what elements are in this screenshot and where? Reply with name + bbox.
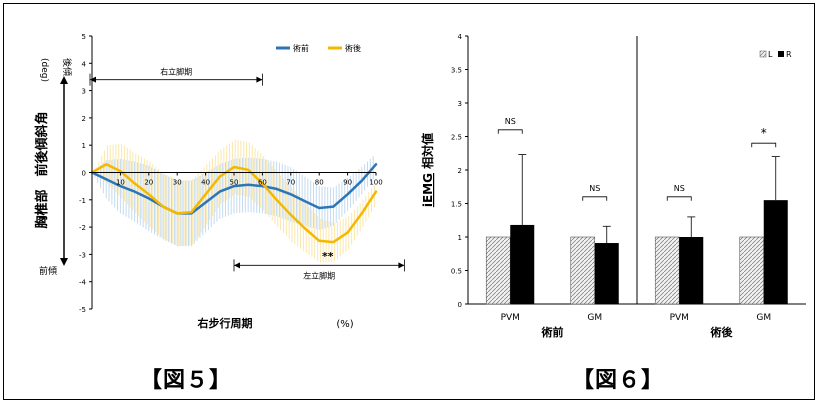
f6-category-label: PVM — [501, 313, 520, 323]
f6-significance-bracket — [497, 129, 523, 134]
f5-right-stance-head-start — [90, 76, 96, 83]
f5-series-line-pre — [90, 163, 378, 215]
f6-significance-label: * — [761, 126, 767, 140]
f6-bar-L — [570, 236, 596, 305]
f5-legend-label: 術後 — [345, 43, 361, 53]
f6-bar-R — [679, 237, 704, 304]
figure6-caption: 【図６】 — [572, 368, 665, 393]
f6-significance-label: NS — [589, 184, 600, 193]
f5-y-tick-label: 0 — [82, 170, 86, 178]
f6-y-tick-label: 3.5 — [451, 67, 462, 75]
f5-y-tick-label: 1 — [82, 142, 86, 150]
f6-significance-label: NS — [674, 184, 685, 193]
f5-bottom-label: 前傾 — [39, 265, 57, 277]
f5-direction-arrow-down — [60, 258, 68, 266]
f6-group-label: 術前 — [541, 325, 564, 339]
f6-significance-bracket — [751, 142, 777, 148]
f5-x-tick-label: 30 — [173, 179, 182, 187]
f5-y-tick-label: 5 — [82, 33, 86, 41]
f6-y-label: iEMG 相対値 — [420, 133, 435, 207]
f6-group-label: 術後 — [710, 325, 734, 339]
f6-bar-R — [594, 243, 619, 304]
f6-legend-label-L: L — [768, 50, 773, 59]
f5-direction-arrow-up — [60, 76, 68, 84]
f5-series-line-post — [90, 163, 378, 244]
f5-left-stance-label: 左立脚期 — [303, 270, 335, 280]
figure5-chart: -5 -4 -3 -2 -1 0 1 2 3 4 5 10 20 30 40 50 60 70 80 90 100 右立… — [34, 33, 405, 330]
f5-x-tick-label: 50 — [230, 179, 239, 187]
f5-left-stance-head-end — [398, 262, 405, 269]
f6-legend-swatch-R — [778, 51, 784, 57]
f6-bar-R — [763, 200, 788, 304]
f6-category-label: PVM — [670, 313, 689, 323]
f6-significance-bracket — [666, 196, 692, 201]
f6-y-tick-label: 0 — [458, 301, 462, 309]
f6-y-tick-label: 4 — [458, 33, 463, 41]
f5-right-stance-head-end — [256, 76, 263, 83]
f6-legend-swatch-L — [759, 50, 767, 58]
f6-category-label: GM — [756, 313, 771, 323]
f6-significance-label: NS — [505, 117, 516, 126]
f6-y-tick-label: 3 — [458, 100, 462, 108]
figure-frame — [3, 3, 815, 400]
f6-bar-L — [654, 236, 680, 305]
f5-y-tick-label: 2 — [82, 115, 86, 123]
f6-y-tick-label: 2 — [458, 167, 462, 175]
f5-y-tick-label: 3 — [82, 88, 86, 96]
f5-x-tick-label: 80 — [315, 179, 324, 187]
f5-x-tick-label: 20 — [144, 179, 153, 187]
f5-x-tick-label: 100 — [369, 179, 382, 187]
f6-significance-bracket — [582, 196, 608, 201]
figure5-caption: 【図５】 — [140, 368, 233, 393]
f6-y-tick-label: 2.5 — [451, 134, 462, 142]
f5-y-label: 胸椎部 前後傾斜角 — [34, 111, 50, 228]
f6-bar-R — [510, 224, 535, 304]
f5-left-stance-head-start — [234, 262, 240, 269]
f5-x-tick-label: 40 — [201, 179, 210, 187]
f5-x-tick-label: 70 — [286, 179, 295, 187]
f5-x-unit: (%) — [336, 319, 353, 330]
f5-y-tick-label: -5 — [79, 306, 86, 314]
f6-category-label: GM — [587, 313, 602, 323]
f6-y-label-prefix: iEMG — [421, 173, 435, 207]
f5-top-label: 後傾 — [61, 58, 73, 76]
f5-x-tick-label: 10 — [116, 179, 125, 187]
f6-legend-label-R: R — [786, 50, 792, 59]
f5-right-stance-label: 右立脚期 — [160, 67, 192, 77]
f5-x-label: 右步行周期 — [197, 316, 253, 330]
f5-y-tick-label: -2 — [79, 224, 86, 232]
f5-y-unit: (deg) — [39, 58, 49, 82]
f5-x-tick-label: 60 — [258, 179, 267, 187]
f5-x-tick-label: 90 — [343, 179, 352, 187]
f5-legend-label: 術前 — [293, 43, 309, 53]
f5-y-tick-label: -3 — [79, 251, 86, 259]
f6-bar-L — [485, 236, 511, 305]
f6-y-tick-label: 1 — [458, 234, 462, 242]
f5-y-tick-label: 4 — [82, 60, 87, 68]
f6-y-tick-label: 0.5 — [451, 268, 462, 276]
f6-y-tick-label: 1.5 — [451, 201, 462, 209]
f6-y-label-suffix: 相対値 — [420, 133, 435, 173]
f5-significance-label: ** — [322, 250, 334, 263]
f5-y-tick-label: -4 — [79, 279, 87, 287]
f6-bar-L — [739, 236, 765, 305]
f5-y-tick-label: -1 — [79, 197, 86, 205]
